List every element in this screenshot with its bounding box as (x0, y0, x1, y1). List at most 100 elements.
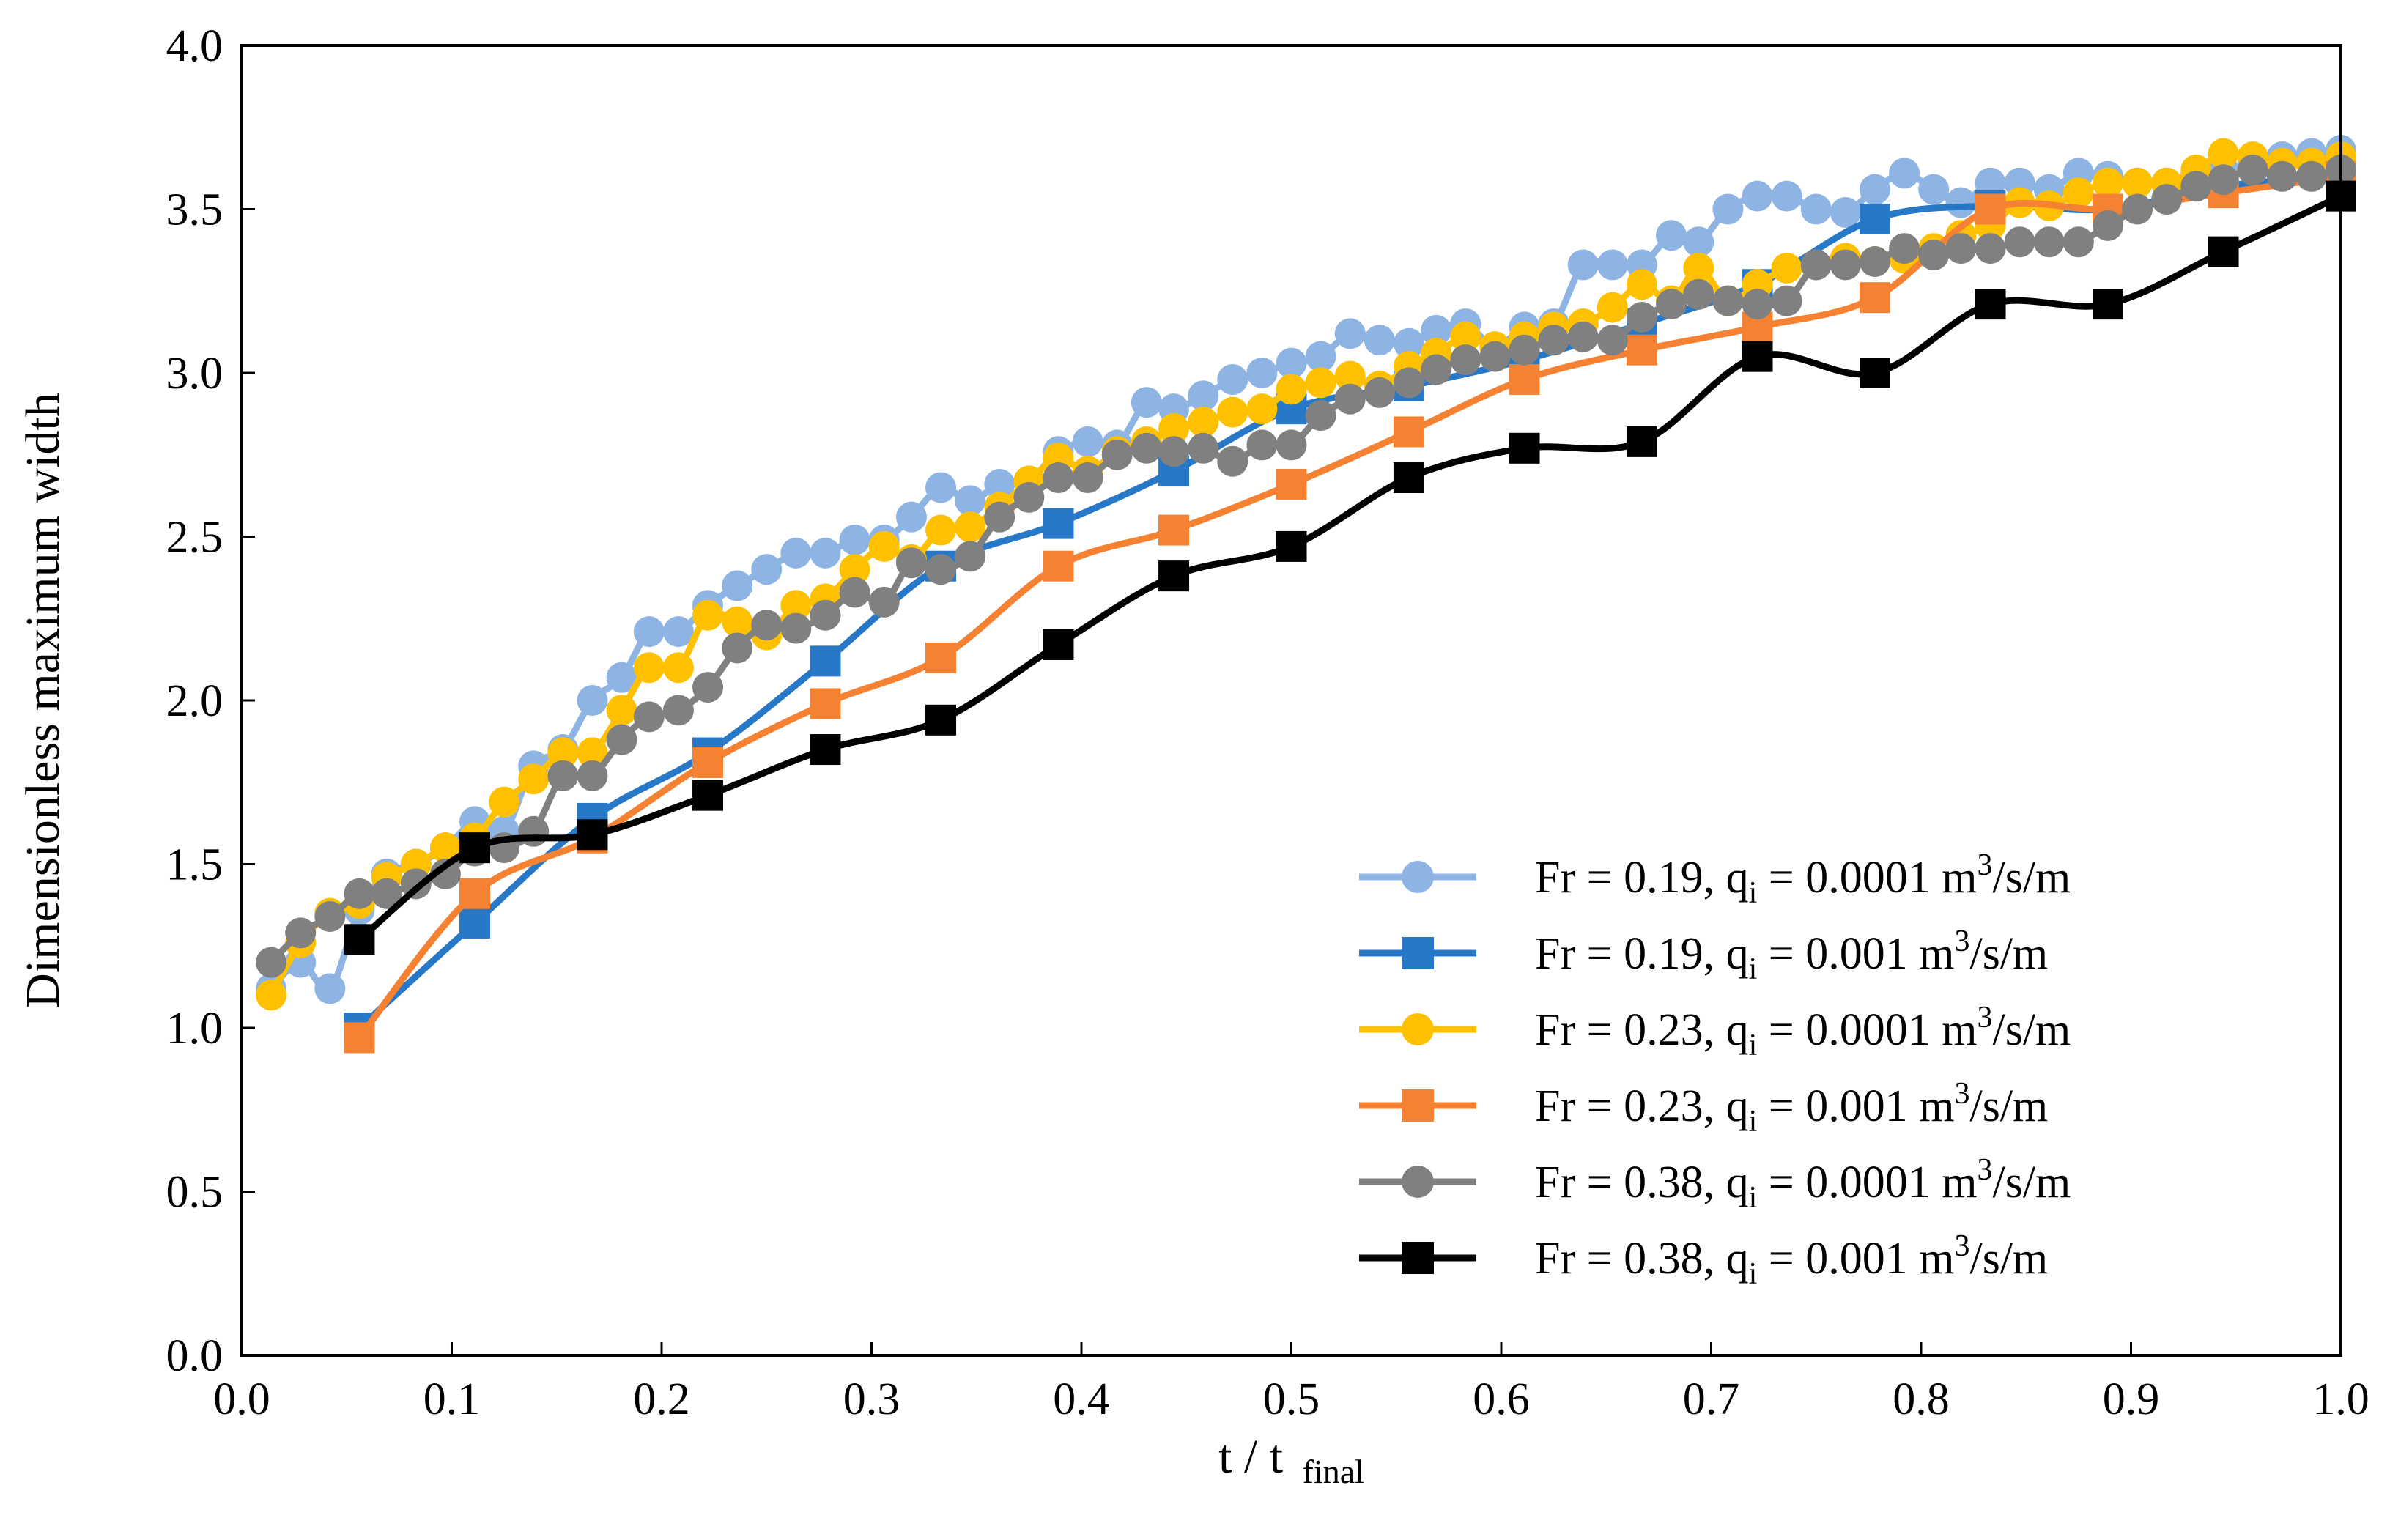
data-point (1945, 233, 1977, 264)
data-point (1101, 439, 1133, 470)
data-point (1859, 174, 1890, 205)
y-tick-label: 3.0 (166, 349, 223, 399)
data-point (2208, 236, 2239, 267)
data-point (1421, 354, 1452, 385)
data-point (2062, 177, 2094, 209)
data-point (1597, 249, 1628, 281)
data-point (692, 747, 724, 778)
data-point (606, 695, 637, 726)
legend-label: Fr = 0.38, qi = 0.001 m3/s/m (1535, 1229, 2048, 1291)
data-point (1450, 344, 1481, 376)
data-point (1217, 445, 1248, 477)
data-point (344, 924, 375, 955)
data-point (1742, 180, 1773, 212)
data-point (1188, 380, 1219, 412)
legend-item: Fr = 0.19, qi = 0.001 m3/s/m (1359, 925, 2048, 986)
x-axis-title-main: t / t (1218, 1430, 1283, 1484)
data-point (1013, 481, 1045, 513)
data-point (868, 586, 900, 618)
data-point (810, 645, 841, 677)
x-tick-label: 0.5 (1263, 1374, 1320, 1424)
x-tick-label: 0.2 (633, 1374, 690, 1424)
data-point (633, 652, 665, 684)
y-tick-label: 0.5 (166, 1168, 223, 1218)
data-point (1158, 514, 1190, 546)
data-point (1276, 530, 1307, 562)
data-point (1918, 174, 1950, 205)
data-point (1509, 363, 1540, 395)
data-point (2208, 164, 2239, 196)
data-point (1975, 233, 2006, 264)
data-point (662, 695, 694, 726)
data-point (955, 541, 986, 572)
data-point (577, 819, 608, 851)
legend-item: Fr = 0.19, qi = 0.0001 m3/s/m (1359, 848, 2071, 910)
data-point (895, 547, 927, 579)
data-point (1188, 407, 1219, 438)
data-point (1918, 240, 1950, 271)
data-point (1830, 196, 1861, 228)
data-point (1712, 193, 1744, 225)
data-point (2295, 160, 2327, 192)
data-point (722, 606, 753, 637)
data-point (1450, 321, 1481, 352)
data-point (577, 737, 608, 769)
data-point (1567, 249, 1599, 281)
data-point (2092, 289, 2123, 320)
data-point (1626, 269, 1657, 300)
data-point (1975, 289, 2006, 320)
data-point (1246, 429, 1278, 461)
data-point (692, 672, 724, 703)
data-point (925, 642, 957, 673)
data-point (780, 612, 812, 644)
data-point (662, 616, 694, 648)
y-tick-label: 0.0 (166, 1331, 223, 1381)
data-point (925, 554, 957, 585)
data-point (780, 537, 812, 569)
data-point (344, 1022, 375, 1054)
data-point (1276, 429, 1307, 461)
legend-marker (1402, 1242, 1434, 1274)
legend-label: Fr = 0.23, qi = 0.001 m3/s/m (1535, 1077, 2048, 1139)
data-point (459, 907, 491, 939)
data-point (839, 524, 870, 555)
x-tick-label: 1.0 (2312, 1374, 2369, 1424)
data-point (780, 590, 812, 621)
data-point (1656, 220, 1687, 251)
data-point (1509, 432, 1540, 464)
x-tick-label: 0.1 (423, 1374, 481, 1424)
data-point (1305, 341, 1336, 372)
data-point (1276, 468, 1307, 500)
legend-item: Fr = 0.38, qi = 0.0001 m3/s/m (1359, 1153, 2071, 1215)
legend-label: Fr = 0.38, qi = 0.0001 m3/s/m (1535, 1153, 2071, 1215)
legend-item: Fr = 0.23, qi = 0.001 m3/s/m (1359, 1077, 2048, 1139)
data-point (1334, 360, 1366, 392)
data-point (984, 501, 1015, 533)
data-point (751, 554, 783, 585)
data-point (1479, 341, 1511, 372)
data-point (371, 878, 402, 909)
data-point (489, 786, 520, 818)
data-point (1246, 358, 1278, 388)
data-point (1364, 377, 1395, 408)
data-point (577, 760, 608, 791)
data-point (1975, 193, 2006, 225)
y-tick-label: 1.0 (166, 1004, 223, 1054)
data-point (1567, 321, 1599, 352)
y-tick-label: 2.5 (166, 513, 223, 563)
y-tick-label: 1.5 (166, 840, 223, 890)
data-point (2122, 193, 2153, 225)
data-point (1683, 278, 1714, 310)
data-point (1393, 462, 1424, 494)
data-point (518, 815, 550, 847)
data-point (1626, 426, 1657, 457)
data-point (1945, 187, 1977, 218)
data-point (459, 878, 491, 909)
data-point (895, 501, 927, 533)
data-point (1364, 325, 1395, 356)
data-point (1421, 314, 1452, 346)
x-tick-label: 0.3 (843, 1374, 900, 1424)
legend: Fr = 0.19, qi = 0.0001 m3/s/m Fr = 0.19, … (1359, 848, 2071, 1291)
